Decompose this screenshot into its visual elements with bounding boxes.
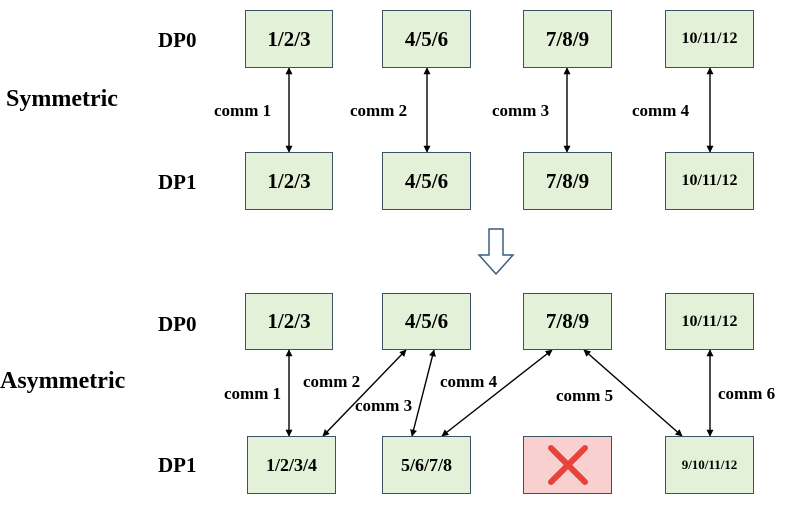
asym-dp0-partition-1: 1/2/3	[245, 293, 333, 350]
sym-dp0-partition-2: 4/5/6	[382, 10, 471, 68]
sym-comm-4-label: comm 4	[632, 101, 690, 120]
asym-comm-1-label: comm 1	[224, 384, 282, 403]
asym-dp0-label: DP0	[158, 312, 197, 336]
asym-dp0-partition-3: 7/8/9	[523, 293, 612, 350]
down-arrow-icon	[477, 228, 515, 276]
asym-comm-3-label: comm 3	[355, 396, 413, 415]
asym-dp0-partition-4: 10/11/12	[665, 293, 754, 350]
asym-dp0-partition-2: 4/5/6	[382, 293, 471, 350]
asym-dp1-partition-2: 5/6/7/8	[382, 436, 471, 494]
sym-dp0-label: DP0	[158, 28, 197, 52]
sym-comm-1-label: comm 1	[214, 101, 272, 120]
asym-dp1-label: DP1	[158, 453, 197, 477]
asym-dp1-partition-4: 9/10/11/12	[665, 436, 754, 494]
asym-comm-6-label: comm 6	[718, 384, 776, 403]
sym-dp0-partition-4: 10/11/12	[665, 10, 754, 68]
sym-dp1-label: DP1	[158, 170, 197, 194]
cross-icon	[547, 445, 588, 485]
symmetric-title: Symmetric	[6, 86, 118, 112]
asym-comm-5-label: comm 5	[556, 386, 614, 405]
sym-dp0-partition-1: 1/2/3	[245, 10, 333, 68]
asym-comm-2-arrow	[322, 349, 407, 437]
sym-dp1-partition-4: 10/11/12	[665, 152, 754, 210]
asym-comm-4-label: comm 4	[440, 372, 498, 391]
sym-dp1-partition-2: 4/5/6	[382, 152, 471, 210]
sym-dp1-partition-1: 1/2/3	[245, 152, 333, 210]
asym-comm-4-arrow	[441, 349, 553, 437]
asym-comm-5-arrow	[583, 349, 683, 437]
asymmetric-title: Asymmetric	[0, 368, 126, 394]
asym-comm-2-label: comm 2	[303, 372, 361, 391]
sym-dp1-partition-3: 7/8/9	[523, 152, 612, 210]
sym-comm-2-label: comm 2	[350, 101, 408, 120]
asym-dp1-partition-1: 1/2/3/4	[247, 436, 336, 494]
asym-dp1-failed-node	[523, 436, 612, 494]
sym-dp0-partition-3: 7/8/9	[523, 10, 612, 68]
sym-comm-3-label: comm 3	[492, 101, 550, 120]
asym-comm-3-arrow	[410, 349, 436, 437]
